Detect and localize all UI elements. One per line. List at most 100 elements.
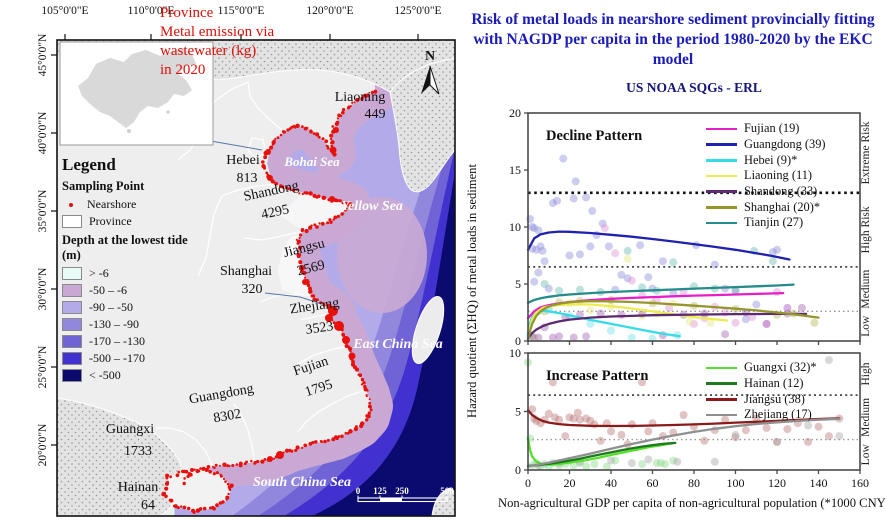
sampling-dot (205, 469, 208, 472)
legend-line-swatch (706, 127, 737, 131)
sampling-dot (166, 480, 169, 484)
data-point (553, 196, 561, 205)
y-tick-label: 15 (509, 163, 521, 177)
sampling-cluster (267, 175, 273, 181)
emission-note-line: wastewater (kg) (160, 43, 257, 59)
data-point (623, 254, 632, 263)
data-point (582, 332, 591, 341)
latitude-label: 40°0'0"N (37, 111, 49, 154)
x-tick-label: 160 (851, 476, 869, 490)
data-point (783, 425, 792, 434)
data-point (534, 333, 543, 342)
legend-series-label: Shandong (33) (744, 184, 818, 199)
data-point (638, 460, 647, 469)
sampling-dot (218, 464, 221, 467)
sampling-dot (214, 463, 218, 467)
data-point (652, 459, 661, 467)
latitude-label: 45°0'0"N (37, 33, 49, 76)
data-point (617, 270, 626, 279)
data-point (617, 430, 626, 439)
legend-series-label: Liaoning (11) (744, 168, 813, 183)
depth-label: -90 – -50 (89, 300, 133, 314)
province-name: Hebei (226, 153, 260, 168)
data-point (528, 223, 537, 231)
scalebar-tick-label: 250 (395, 486, 409, 496)
data-point (783, 303, 792, 312)
emission-note-line: Province (160, 5, 214, 21)
depth-label: < -500 (89, 368, 121, 382)
data-point (600, 224, 609, 233)
data-point (588, 207, 597, 215)
sampling-dot (281, 185, 285, 189)
data-point (669, 456, 678, 465)
legend-item: Shanghai (20)* (706, 199, 826, 215)
province-name: Guangxi (106, 422, 154, 437)
sampling-dot (315, 298, 319, 302)
sampling-dot (341, 110, 345, 115)
depth-class-item: -50 – -6 (62, 282, 192, 299)
data-point (607, 427, 615, 436)
legend-line-swatch (706, 143, 737, 146)
legend-line-swatch (706, 382, 737, 385)
legend-line-swatch (706, 366, 737, 370)
data-point (582, 462, 591, 471)
scalebar-tick-label: 0 (356, 486, 361, 496)
sampling-dot (182, 505, 187, 510)
map-panel: Bohai Sea Yellow Sea East China Sea South C… (37, 5, 456, 517)
depth-label: -170 – -130 (89, 334, 145, 348)
risk-zone-label: Low (860, 315, 872, 337)
sampling-dot (260, 459, 265, 464)
sampling-dot (287, 187, 291, 191)
depth-swatch (62, 335, 82, 348)
data-point (532, 245, 541, 254)
sea-labels: Bohai Sea Yellow Sea East China Sea South C… (253, 154, 443, 490)
sampling-dot (164, 486, 169, 491)
scalebar-tick-label: 500 (440, 486, 454, 496)
sampling-dot (195, 508, 201, 513)
data-point (810, 318, 819, 327)
sampling-dot (226, 464, 229, 468)
sampling-dot (261, 160, 265, 164)
risk-zone-label: High Risk (860, 206, 872, 253)
sampling-dot (295, 188, 298, 191)
data-point (768, 257, 777, 266)
legend-decline: Fujian (19) Guangdong (39) Hebei (9)* Liaon… (706, 121, 826, 231)
x-tick-label: 100 (727, 476, 745, 490)
longitude-label: 115°0'0"E (218, 5, 265, 17)
data-point (548, 378, 557, 387)
data-point (555, 286, 564, 295)
legend-line-swatch (706, 397, 737, 401)
data-point (721, 415, 730, 424)
data-point (665, 303, 674, 312)
sampling-cluster (333, 127, 339, 133)
sampling-dot (353, 426, 359, 432)
sampling-dot (347, 346, 353, 351)
y-axis-title: Hazard quotient (ΣHQ) of metal loads in … (465, 164, 479, 418)
sampling-dot (308, 225, 313, 230)
risk-zone-label: Low (860, 444, 872, 466)
data-point (604, 242, 613, 251)
data-point (565, 251, 574, 260)
province-name: Zhejiang (289, 296, 340, 318)
sampling-dot (346, 431, 350, 435)
sampling-dot (288, 127, 292, 131)
legend-item: Liaoning (11) (706, 168, 826, 184)
sampling-cluster (328, 306, 338, 316)
depth-swatch (62, 284, 82, 297)
sampling-cluster (265, 149, 271, 155)
data-point (797, 303, 806, 312)
sampling-dot (298, 192, 301, 195)
data-point (575, 415, 584, 424)
sampling-dot (250, 459, 253, 463)
data-point (741, 315, 750, 324)
province-emission-value: 449 (365, 107, 386, 122)
sampling-dot (269, 145, 274, 150)
scalebar-tick-label: 125 (373, 486, 387, 496)
sampling-dot (355, 367, 359, 371)
legend-depth-title: Depth at the lowest tide (m) (62, 233, 188, 262)
sampling-dot (187, 506, 191, 511)
data-point (559, 154, 568, 163)
data-point (534, 268, 543, 277)
sampling-dot (213, 466, 216, 470)
data-point (731, 430, 740, 439)
